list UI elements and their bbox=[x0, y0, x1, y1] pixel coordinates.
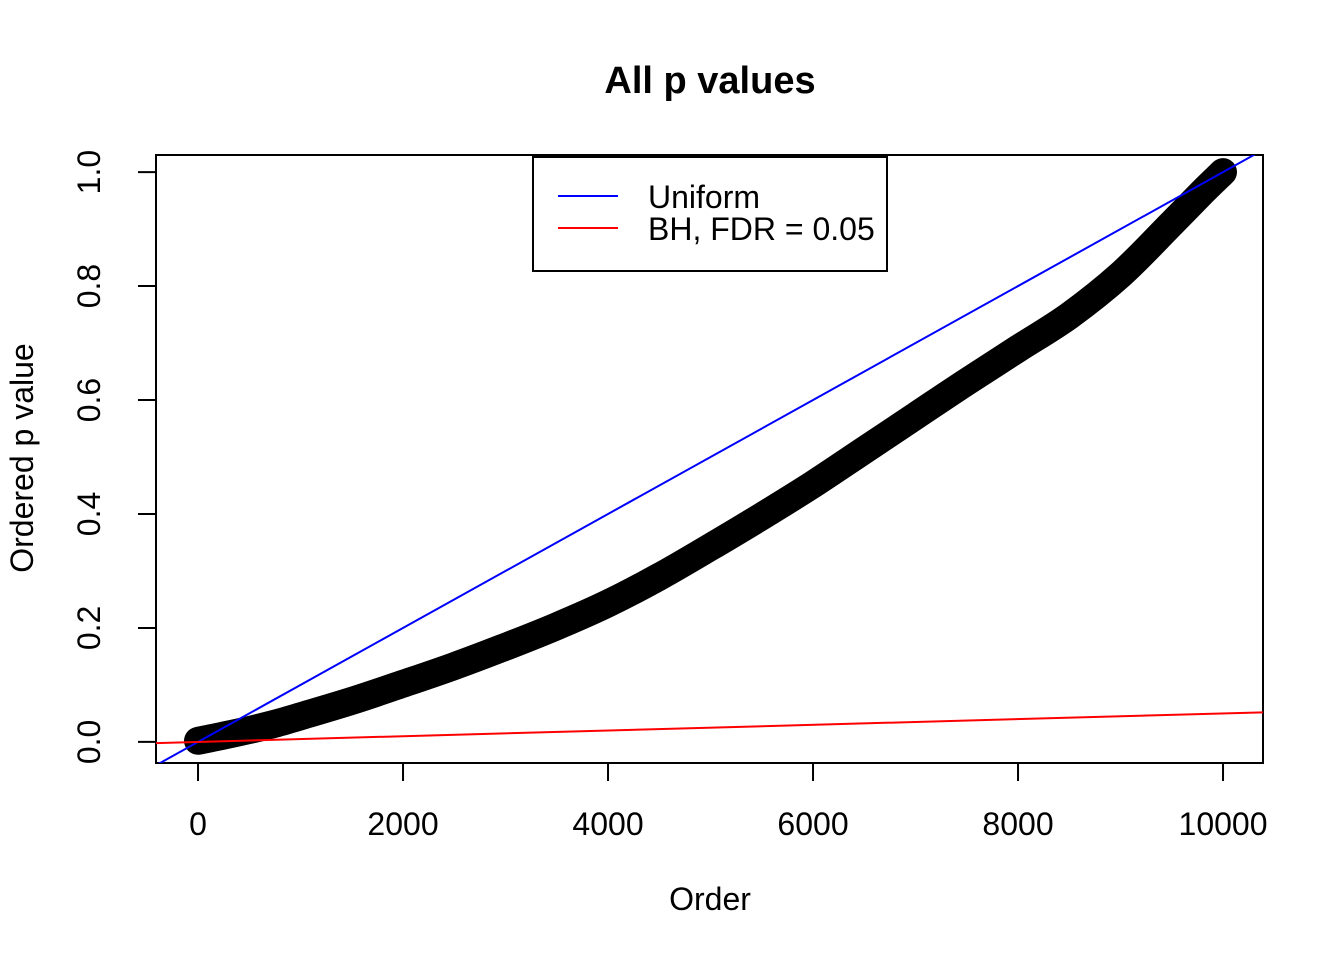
x-tick-label: 0 bbox=[189, 806, 207, 842]
x-tick-label: 4000 bbox=[572, 806, 643, 842]
y-tick-label: 0.6 bbox=[71, 378, 107, 422]
x-axis-ticks: 0 2000 4000 6000 8000 10000 bbox=[189, 763, 1268, 842]
y-tick-label: 0.8 bbox=[71, 264, 107, 308]
ordered-p-values-curve bbox=[184, 158, 1237, 755]
uniform-reference-line bbox=[158, 155, 1256, 763]
plot-title: All p values bbox=[604, 60, 815, 102]
y-axis-ticks: 0.0 0.2 0.4 0.6 0.8 1.0 bbox=[71, 150, 156, 764]
x-tick-label: 8000 bbox=[982, 806, 1053, 842]
legend-box bbox=[532, 156, 888, 272]
x-tick-label: 10000 bbox=[1179, 806, 1268, 842]
legend-uniform-label: Uniform bbox=[648, 179, 760, 215]
y-axis-label: Ordered p value bbox=[4, 343, 40, 572]
plot-border bbox=[155, 154, 1264, 764]
x-axis-label: Order bbox=[669, 881, 751, 917]
legend-bh-label: BH, FDR = 0.05 bbox=[648, 211, 875, 247]
x-tick-label: 6000 bbox=[777, 806, 848, 842]
y-tick-label: 1.0 bbox=[71, 150, 107, 194]
bh-threshold-line bbox=[156, 711, 1263, 745]
legend: Uniform BH, FDR = 0.05 bbox=[532, 156, 888, 272]
x-tick-label: 2000 bbox=[367, 806, 438, 842]
series-layer bbox=[156, 155, 1263, 763]
y-tick-label: 0.2 bbox=[71, 606, 107, 650]
y-tick-label: 0.4 bbox=[71, 492, 107, 536]
y-tick-label: 0.0 bbox=[71, 720, 107, 764]
